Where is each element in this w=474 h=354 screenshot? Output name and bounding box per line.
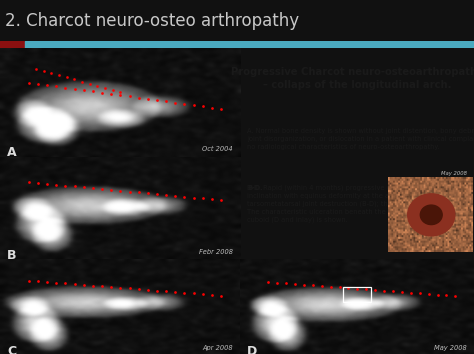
Text: May 2008: May 2008 [441,171,467,176]
Text: 2. Charcot neuro-osteo arthropathy: 2. Charcot neuro-osteo arthropathy [5,12,299,30]
Text: Progressive Charcot neuro-osteoarthropathy
– collaps of the longitudinal arch.: Progressive Charcot neuro-osteoarthropat… [231,67,474,90]
Text: C: C [7,344,16,354]
Text: May 2008: May 2008 [434,344,467,350]
Text: A: A [7,146,17,159]
Circle shape [408,194,455,236]
Bar [0,41,24,48]
Text: Febr 2008: Febr 2008 [199,249,233,255]
Bar [343,287,371,302]
Text: Apr 2008: Apr 2008 [202,344,233,350]
Text: B: B [7,249,17,262]
Text: A. Normal bone density is shown without joint distention, bony debris,
joint dis: A. Normal bone density is shown without … [247,128,474,150]
Text: B-D. Rapid (within 4 months) progressive decrease of calcaneal
inclination with : B-D. Rapid (within 4 months) progressive… [247,184,474,223]
Circle shape [420,205,442,224]
Text: Oct 2004: Oct 2004 [202,146,233,152]
Text: B-D.: B-D. [247,184,263,190]
Text: D: D [247,344,257,354]
